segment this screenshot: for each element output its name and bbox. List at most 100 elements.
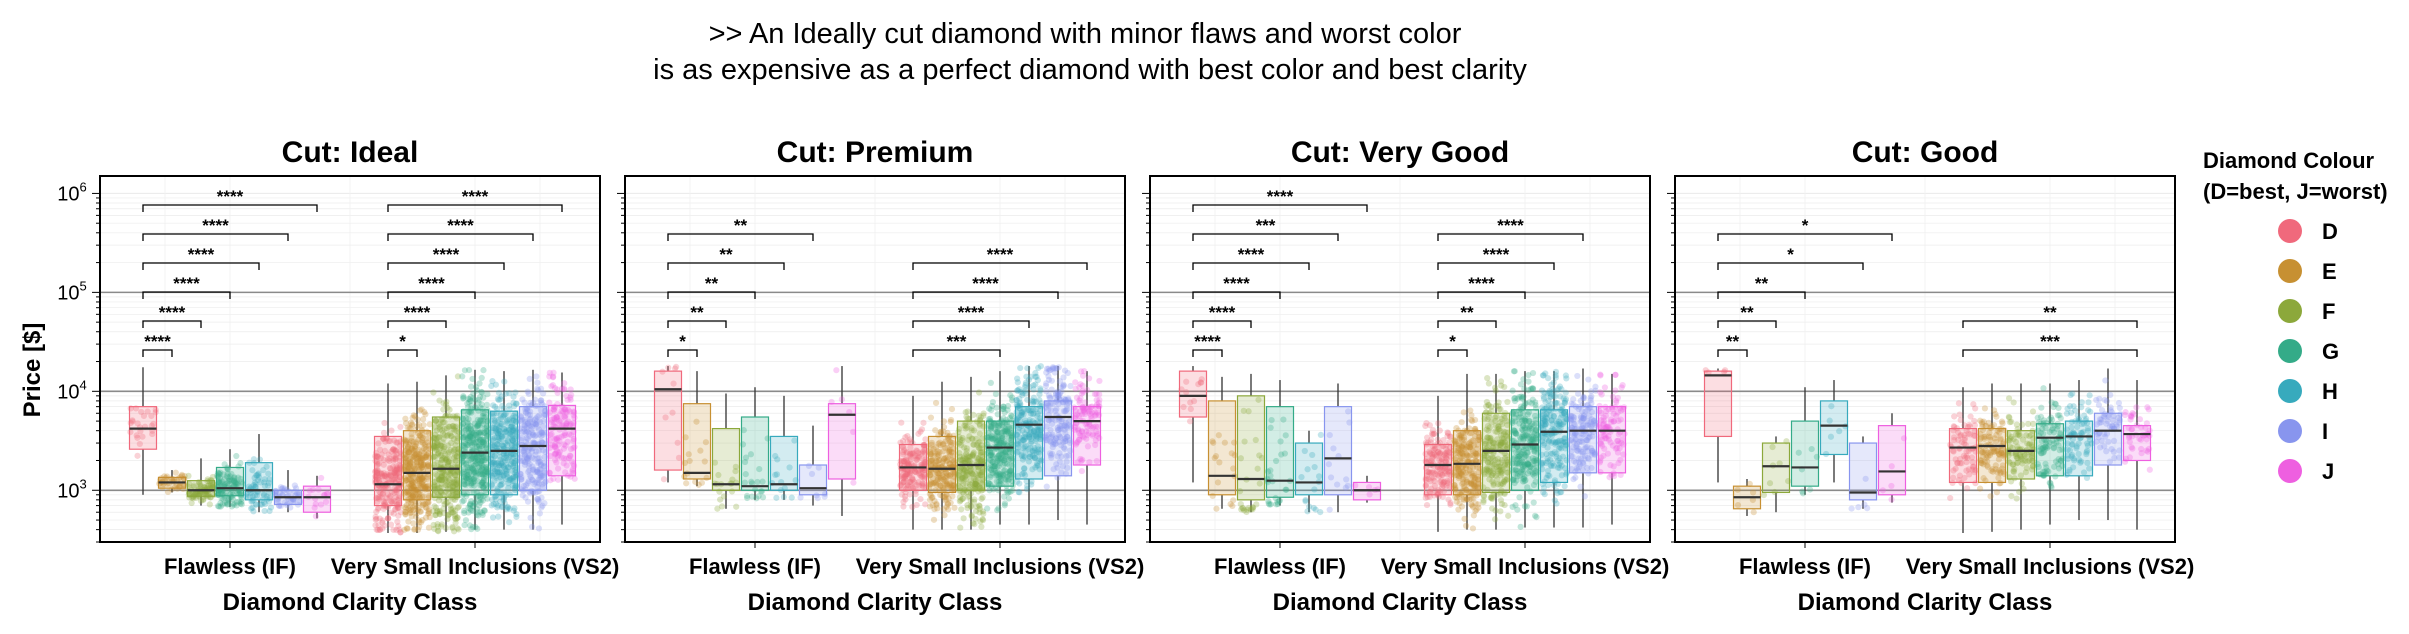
data-point <box>287 504 294 511</box>
data-point <box>928 439 935 446</box>
data-point <box>203 491 210 499</box>
data-point <box>380 429 388 436</box>
data-point <box>519 447 526 455</box>
y-axis-label: Price [$] <box>19 323 46 418</box>
data-point <box>223 473 230 480</box>
data-point <box>1440 482 1447 489</box>
data-point <box>205 490 212 497</box>
data-point <box>930 516 938 523</box>
data-point <box>517 425 524 432</box>
data-point <box>1334 481 1341 488</box>
data-point <box>1213 505 1220 512</box>
x-tick-label: Flawless (IF) <box>164 554 296 579</box>
data-point <box>317 501 325 508</box>
data-point <box>522 494 529 501</box>
data-point <box>540 418 547 425</box>
y-tick-exponent: 3 <box>80 476 87 491</box>
data-point <box>447 430 454 437</box>
data-point <box>469 375 476 383</box>
data-point <box>217 469 224 476</box>
data-point <box>534 402 541 409</box>
data-point <box>474 464 481 471</box>
data-point <box>995 422 1002 429</box>
data-point <box>215 478 222 486</box>
data-point <box>1029 418 1036 425</box>
data-point <box>534 488 541 495</box>
data-point <box>277 484 285 491</box>
data-point <box>978 495 985 502</box>
data-point <box>394 503 402 511</box>
data-point <box>284 500 291 507</box>
y-tick-exponent: 6 <box>80 179 87 194</box>
data-point <box>374 467 381 474</box>
data-point <box>452 481 459 488</box>
data-point <box>392 467 400 474</box>
data-point <box>194 490 201 497</box>
data-point <box>445 450 452 457</box>
data-point <box>970 441 977 448</box>
data-point <box>258 501 265 508</box>
data-point <box>963 450 970 458</box>
data-point <box>994 411 1001 418</box>
data-point <box>214 473 221 480</box>
data-point <box>1498 382 1505 389</box>
data-point <box>205 482 212 489</box>
data-point <box>206 478 213 485</box>
data-point <box>221 481 228 489</box>
data-point <box>720 493 727 500</box>
data-point <box>490 465 497 472</box>
data-point <box>312 501 319 508</box>
data-point <box>209 480 217 488</box>
data-point <box>555 451 562 459</box>
data-point <box>374 467 381 474</box>
data-point <box>788 494 795 501</box>
box-D <box>373 435 403 507</box>
data-point <box>443 476 450 483</box>
data-point <box>987 379 994 386</box>
data-point <box>220 471 227 478</box>
data-point <box>372 468 379 475</box>
data-point <box>538 438 545 445</box>
data-point <box>251 459 258 467</box>
data-point <box>392 447 399 455</box>
data-point <box>207 494 214 501</box>
data-point <box>1504 398 1511 406</box>
data-point <box>1298 473 1305 481</box>
data-point <box>1043 369 1050 376</box>
data-point <box>396 461 403 468</box>
data-point <box>538 397 545 404</box>
data-point <box>1014 403 1021 410</box>
data-point <box>430 508 437 515</box>
data-point <box>404 443 412 451</box>
data-point <box>1480 499 1487 506</box>
data-point <box>1056 458 1063 465</box>
data-point <box>525 468 532 476</box>
data-point <box>740 427 747 434</box>
data-point <box>223 501 231 508</box>
data-point <box>197 481 204 488</box>
data-point <box>1462 522 1470 529</box>
data-point <box>948 486 955 494</box>
y-tick-label: 103 <box>57 476 86 502</box>
data-point <box>1216 459 1223 466</box>
data-point <box>230 491 237 499</box>
data-point <box>536 412 543 419</box>
data-point <box>1037 418 1044 425</box>
data-point <box>465 416 472 423</box>
data-point <box>551 442 559 450</box>
data-point <box>189 490 196 497</box>
data-point <box>216 474 224 481</box>
data-point <box>1434 436 1441 443</box>
data-point <box>404 424 411 431</box>
data-point <box>1034 460 1041 467</box>
data-point <box>538 462 545 469</box>
data-point <box>978 469 986 476</box>
data-point <box>1472 507 1479 515</box>
data-point <box>372 476 379 483</box>
data-point <box>786 464 793 471</box>
data-point <box>1301 447 1308 455</box>
data-point <box>216 471 223 478</box>
data-point <box>570 412 577 419</box>
data-point <box>989 398 997 406</box>
data-point <box>451 454 458 461</box>
